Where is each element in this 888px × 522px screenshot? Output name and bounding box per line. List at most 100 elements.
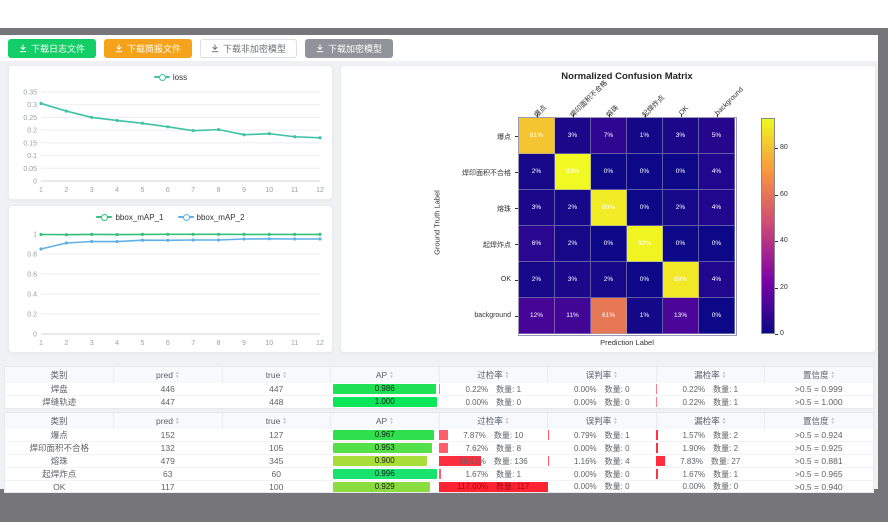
rate-value: 1.67% — [682, 469, 706, 479]
column-header-0: 类别 — [5, 413, 114, 429]
rate-cell: 0.79% 数量: 1 — [547, 430, 657, 440]
window-top-edge — [0, 28, 888, 35]
legend-item-bbox_mAP_1[interactable]: bbox_mAP_1 — [96, 213, 164, 222]
colorbar-tick-mark — [775, 334, 778, 335]
rate-count: 数量: 10 — [493, 430, 524, 440]
download-log-button[interactable]: 下载日志文件 — [8, 38, 97, 58]
cm-cell: 4% — [699, 154, 735, 190]
sort-caret-icon[interactable]: ▲ ▼ — [175, 370, 180, 379]
sort-caret-icon[interactable]: ▲ ▼ — [175, 416, 180, 425]
rate-bar — [656, 397, 658, 407]
sort-caret-icon[interactable]: ▲ ▼ — [504, 416, 510, 425]
cm-cell: 2% — [519, 154, 555, 190]
overkill-rate-cell: 39.42% 数量: 136 — [439, 454, 548, 468]
sort-caret-icon[interactable]: ▲ ▼ — [830, 416, 835, 425]
rate-value: 1.57% — [682, 430, 706, 440]
column-header-6[interactable]: 漏检率 ▲ ▼ — [656, 413, 765, 429]
rate-value: 0.00% — [573, 469, 597, 479]
download-unencrypted-model-button[interactable]: 下载非加密模型 — [200, 38, 298, 58]
ap-cell: 0.929 — [331, 481, 440, 493]
class-name-cell: 爆点 — [5, 429, 114, 442]
column-header-1[interactable]: pred ▲ ▼ — [113, 367, 223, 383]
ap-bar-wrap: 0.996 — [332, 469, 438, 479]
column-header-0: 类别 — [5, 367, 114, 383]
class-name-cell: 焊印面积不合格 — [5, 441, 114, 455]
pred-count-cell: 447 — [160, 397, 175, 407]
svg-text:9: 9 — [242, 187, 246, 194]
column-label: 过检率 — [477, 416, 503, 426]
rate-value: 7.62% — [465, 443, 489, 453]
misjudge-rate-cell: 0.00% 数量: 0 — [548, 396, 657, 409]
rate-value: 0.22% — [465, 384, 489, 394]
sort-caret-icon[interactable]: ▲ ▼ — [830, 370, 835, 379]
cm-cell: 0% — [591, 226, 627, 262]
cm-cell: 1% — [627, 298, 663, 334]
rate-bar — [439, 384, 441, 394]
sort-caret-icon[interactable]: ▲ ▼ — [613, 416, 618, 425]
cm-cell: 11% — [555, 298, 591, 334]
column-header-7[interactable]: 置信度 ▲ ▼ — [764, 413, 873, 429]
svg-text:0: 0 — [33, 179, 37, 186]
svg-text:0.3: 0.3 — [27, 102, 37, 109]
rate-cell: 0.00% 数量: 0 — [548, 443, 657, 453]
svg-text:6: 6 — [166, 340, 170, 347]
sort-caret-icon[interactable]: ▲ ▼ — [613, 370, 618, 379]
rate-cell: 39.42% 数量: 136 — [439, 456, 548, 466]
legend-item-loss[interactable]: loss — [153, 73, 187, 82]
sort-caret-icon[interactable]: ▲ ▼ — [721, 416, 727, 425]
rate-bar — [656, 469, 659, 479]
ap-bar — [332, 430, 434, 440]
rate-value: 1.67% — [465, 469, 489, 479]
column-header-2[interactable]: true ▲ ▼ — [222, 413, 331, 429]
column-header-3[interactable]: AP ▲ ▼ — [330, 413, 440, 429]
column-header-4[interactable]: 过检率 ▲ ▼ — [439, 413, 548, 429]
rate-value: 117.00% — [457, 482, 489, 491]
sort-caret-icon[interactable]: ▲ ▼ — [504, 370, 510, 379]
ap-cell: 0.996 — [330, 467, 439, 481]
svg-text:0.4: 0.4 — [27, 292, 37, 299]
rate-count: 数量: 1 — [713, 397, 739, 407]
rate-count: 数量: 1 — [713, 469, 739, 479]
sort-caret-icon[interactable]: ▲ ▼ — [282, 370, 287, 379]
colorbar-tick-mark — [775, 241, 778, 243]
rate-value: 1.16% — [573, 456, 597, 466]
column-header-1[interactable]: pred ▲ ▼ — [113, 413, 223, 429]
cm-colorbar — [761, 118, 775, 334]
cm-col-label: background — [714, 86, 745, 117]
column-header-6[interactable]: 漏检率 ▲ ▼ — [656, 367, 765, 383]
colorbar-tick-label: 80 — [780, 144, 788, 152]
rate-value: 1.90% — [682, 443, 706, 453]
svg-text:10: 10 — [265, 340, 273, 347]
rate-count: 数量: 8 — [496, 443, 522, 453]
rate-cell: 1.16% 数量: 4 — [547, 456, 657, 466]
confusion-matrix-title: Normalized Confusion Matrix — [561, 71, 693, 82]
rate-value: 0.22% — [682, 384, 706, 394]
download-encrypted-model-button[interactable]: 下载加密模型 — [305, 38, 394, 58]
bbox-metrics-table-card: 类别 pred ▲ ▼ true ▲ ▼ AP ▲ ▼ 过检率 ▲ ▼ 误判率 ▲ ▼ 漏检率 ▲ ▼ 置信度 ▲ ▼ 焊盘… — [4, 366, 874, 409]
sort-caret-icon[interactable]: ▲ ▼ — [721, 370, 727, 379]
cm-row-label: 熔珠 — [497, 206, 511, 213]
overkill-rate-cell: 7.87% 数量: 10 — [439, 429, 548, 442]
ap-bar-wrap: 0.900 — [332, 456, 438, 466]
legend-item-bbox_mAP_2[interactable]: bbox_mAP_2 — [177, 213, 245, 222]
column-label: 类别 — [50, 370, 68, 380]
column-header-5[interactable]: 误判率 ▲ ▼ — [547, 413, 657, 429]
window-bottom-edge — [0, 489, 888, 522]
column-header-7[interactable]: 置信度 ▲ ▼ — [764, 367, 873, 383]
column-header-4[interactable]: 过检率 ▲ ▼ — [439, 367, 548, 383]
column-header-3[interactable]: AP ▲ ▼ — [330, 367, 440, 383]
table-row: 焊缝轨迹 447 448 1.000 0.00% 数量: 0 0.00% 数量: 0 0.22%… — [5, 396, 873, 409]
svg-text:3: 3 — [90, 340, 94, 347]
column-label: pred — [156, 370, 174, 380]
svg-text:3: 3 — [90, 187, 94, 194]
sort-caret-icon[interactable]: ▲ ▼ — [389, 416, 394, 425]
column-header-5[interactable]: 误判率 ▲ ▼ — [547, 367, 657, 383]
download-report-button[interactable]: 下载简报文件 — [104, 38, 193, 58]
column-header-2[interactable]: true ▲ ▼ — [222, 367, 331, 383]
sort-caret-icon[interactable]: ▲ ▼ — [389, 370, 394, 379]
svg-text:7: 7 — [191, 340, 195, 347]
rate-cell: 0.00% 数量: 0 — [548, 397, 657, 407]
sort-caret-icon[interactable]: ▲ ▼ — [282, 416, 287, 425]
cm-cell: 3% — [519, 190, 555, 226]
cm-axis-tick — [717, 114, 718, 117]
